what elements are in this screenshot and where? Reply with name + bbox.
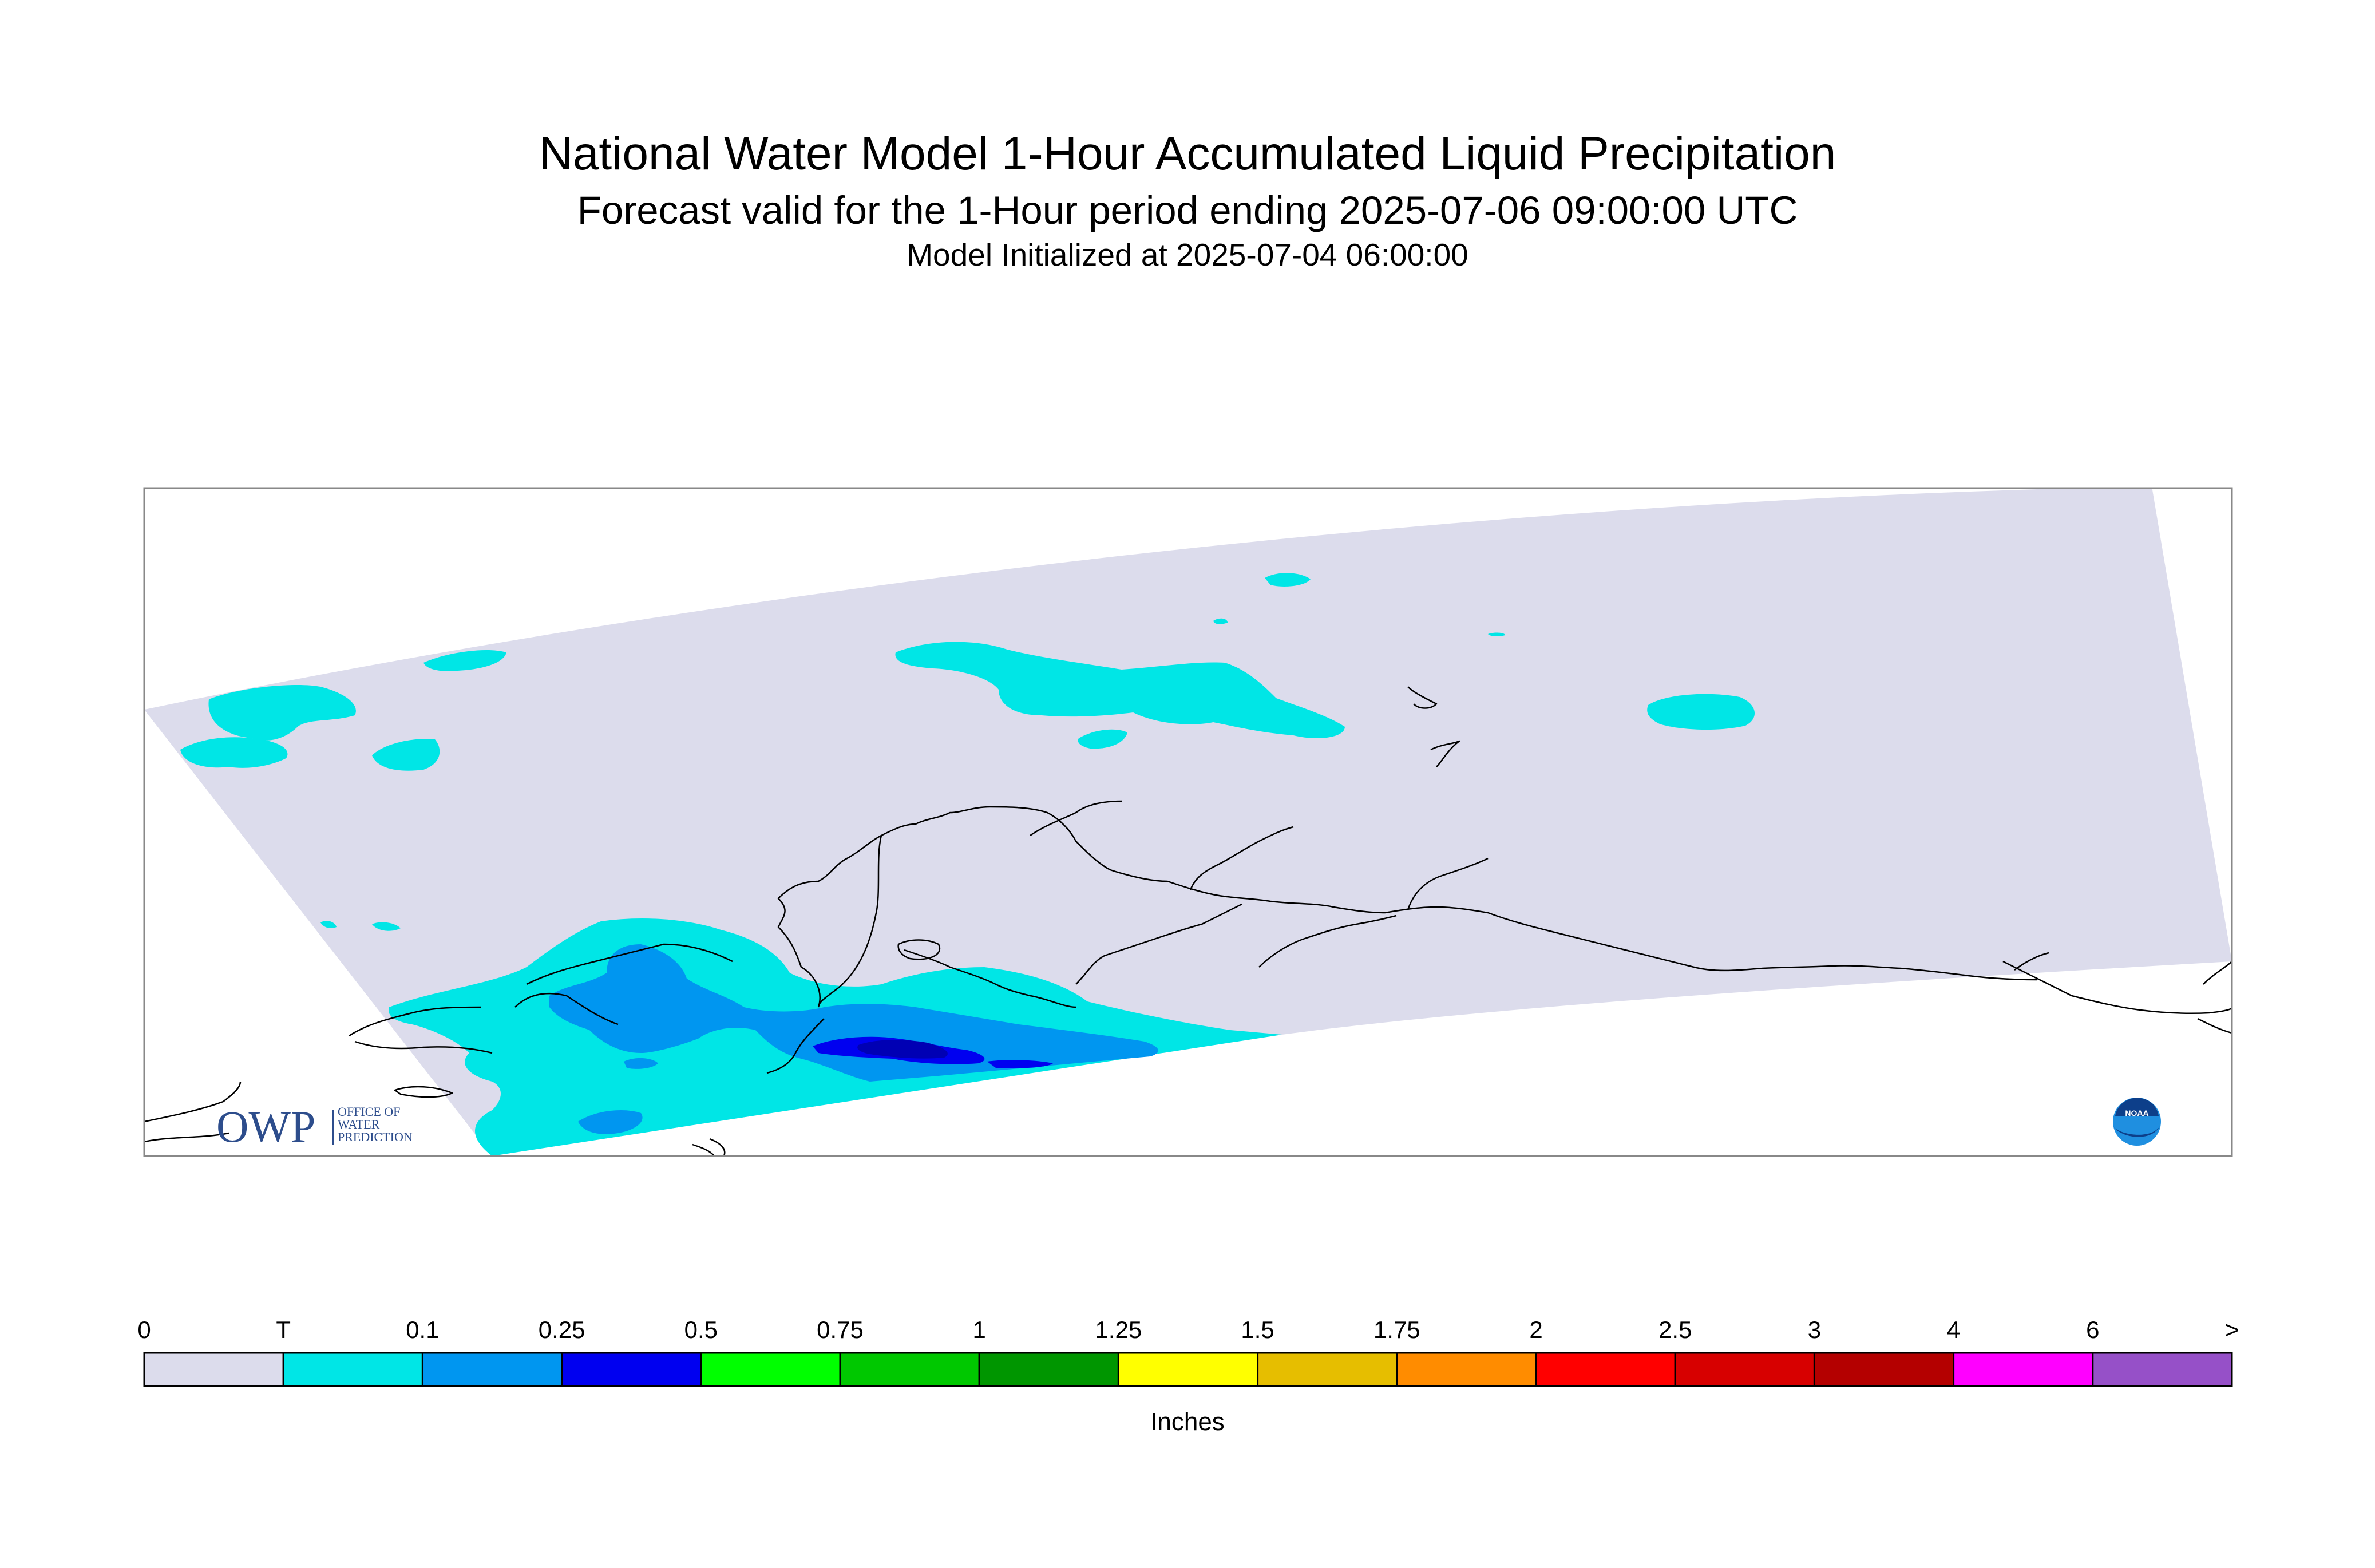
noaa-logo: NOAA	[2113, 1098, 2161, 1146]
legend-swatch	[143, 1352, 284, 1387]
legend-swatch	[561, 1352, 702, 1387]
legend-tick-label: 6	[2086, 1316, 2099, 1343]
legend-tick-label: 0.75	[817, 1316, 864, 1343]
legend-swatch	[282, 1352, 423, 1387]
legend-swatch	[1953, 1352, 2094, 1387]
model-init-time: Model Initialized at 2025-07-04 06:00:00	[907, 237, 1468, 272]
legend-swatch	[1117, 1352, 1259, 1387]
legend-tick-label: 0.5	[684, 1316, 718, 1343]
owp-logo-sub2: WATER	[338, 1117, 380, 1131]
legend-swatch	[1535, 1352, 1676, 1387]
noaa-logo-text: NOAA	[2125, 1108, 2148, 1118]
legend-tick-label: T	[276, 1316, 291, 1343]
map-title: National Water Model 1-Hour Accumulated …	[539, 128, 1836, 180]
legend-tick-label: >	[2225, 1316, 2239, 1343]
legend-labels: 0 T 0.1 0.25 0.5 0.75 1 1.25 1.5 1.75 2 2.5 3 4 6 >	[137, 1316, 2239, 1343]
legend-tick-label: 0.1	[406, 1316, 439, 1343]
legend-swatch	[2092, 1352, 2233, 1387]
legend-swatch	[1674, 1352, 1815, 1387]
legend-swatch	[700, 1352, 841, 1387]
legend-tick-label: 4	[1947, 1316, 1960, 1343]
legend-swatch	[839, 1352, 980, 1387]
legend-tick-label: 1	[973, 1316, 986, 1343]
precip-light-blue-2	[578, 1110, 643, 1134]
precip-trace-areas	[180, 573, 1755, 931]
owp-logo: OWP OFFICE OF WATER PREDICTION	[216, 1102, 413, 1151]
owp-logo-text: OWP	[216, 1102, 315, 1151]
precip-blue-2	[987, 1060, 1053, 1068]
legend-tick-label: 0	[137, 1316, 151, 1343]
legend-tick-label: 1.5	[1241, 1316, 1274, 1343]
precip-light-blue-3	[624, 1058, 658, 1069]
legend-tick-label: 0.25	[539, 1316, 585, 1343]
map-subtitle: Forecast valid for the 1-Hour period end…	[577, 188, 1798, 232]
legend-swatch	[1257, 1352, 1398, 1387]
map-frame	[143, 487, 2233, 1157]
precip-light-blue	[549, 944, 1158, 1082]
precip-dark-blue	[857, 1040, 948, 1059]
legend-units: Inches	[1150, 1408, 1225, 1436]
coastlines	[144, 686, 2232, 1156]
legend-swatch	[421, 1352, 563, 1387]
legend-swatch	[978, 1352, 1119, 1387]
legend-tick-label: 2	[1529, 1316, 1542, 1343]
owp-logo-sub1: OFFICE OF	[338, 1104, 400, 1119]
legend-tick-label: 3	[1808, 1316, 1821, 1343]
legend-tick-label: 1.25	[1095, 1316, 1142, 1343]
legend-swatch	[1396, 1352, 1537, 1387]
owp-logo-sub3: PREDICTION	[338, 1130, 413, 1144]
legend-swatch	[1813, 1352, 1955, 1387]
legend-tick-label: 2.5	[1658, 1316, 1692, 1343]
legend-tick-label: 1.75	[1373, 1316, 1420, 1343]
legend-color-bar	[143, 1352, 2233, 1387]
